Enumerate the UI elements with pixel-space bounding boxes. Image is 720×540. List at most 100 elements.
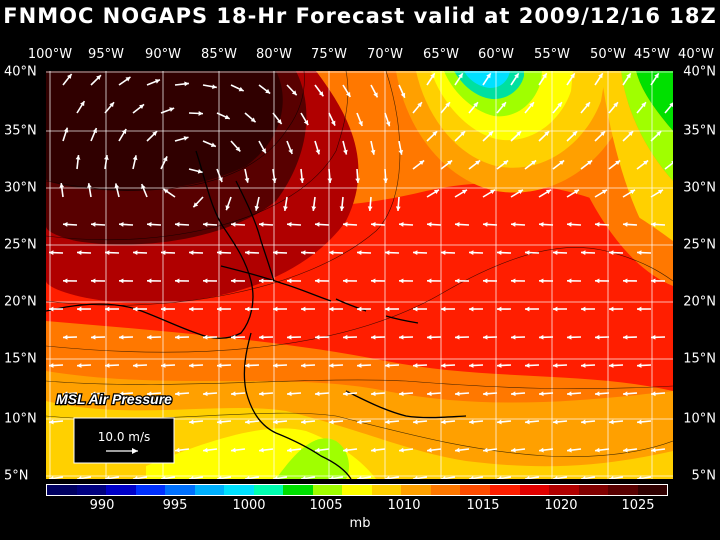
wind-arrow-head <box>581 306 586 312</box>
wind-arrow-head <box>287 278 292 284</box>
wind-arrow-head <box>585 102 590 108</box>
wind-arrow-head <box>581 250 586 256</box>
wind-arrow-head <box>301 250 306 256</box>
wind-arrow-head <box>413 363 418 368</box>
wind-arrow-head <box>273 306 278 312</box>
wind-arrow-head <box>413 475 418 479</box>
wind-arrow-head <box>283 206 288 211</box>
pressure-map: MSL Air Pressure 10.0 m/s <box>46 71 673 479</box>
reference-arrow-icon <box>106 448 138 454</box>
wind-arrow-head <box>455 391 460 397</box>
wind-arrow-head <box>91 222 96 227</box>
wind-arrow-head <box>447 160 453 166</box>
wind-arrow-head <box>475 160 481 166</box>
wind-arrow-head <box>483 447 488 453</box>
wind-arrow-head <box>114 183 120 189</box>
wind-arrow-head <box>271 178 277 183</box>
wind-arrow-head <box>147 222 152 227</box>
wind-arrow-head <box>641 102 646 108</box>
wind-arrow-head <box>669 102 673 108</box>
wind-arrow-head <box>77 475 82 479</box>
wind-arrow-head <box>609 419 614 425</box>
lat-label: 10°N <box>683 411 716 427</box>
wind-arrow-head <box>643 160 649 166</box>
wind-arrow-head <box>245 363 250 368</box>
reference-vector-label: 10.0 m/s <box>98 430 151 444</box>
wind-arrow-head <box>329 419 334 425</box>
colorbar-swatch <box>165 485 195 495</box>
wind-arrow-head <box>133 363 138 368</box>
wind-arrow-head <box>59 183 65 188</box>
lon-label: 100°W <box>27 47 73 62</box>
wind-arrow-head <box>458 73 463 79</box>
wind-arrow-head <box>175 278 180 284</box>
wind-arrow-head <box>483 391 488 397</box>
wind-arrow-head <box>542 73 547 79</box>
wind-arrow-head <box>343 447 348 453</box>
wind-arrow-head <box>287 391 292 397</box>
lon-label: 70°W <box>367 47 403 62</box>
wind-arrow-head <box>367 206 373 211</box>
wind-arrow-head <box>553 419 558 425</box>
wind-arrow-head <box>461 189 467 195</box>
wind-arrow-head <box>91 278 96 284</box>
wind-arrow-head <box>441 306 446 312</box>
lon-label: 45°W <box>634 47 670 62</box>
wind-arrow-head <box>63 334 68 340</box>
wind-arrow-head <box>217 306 222 312</box>
wind-arrow-head <box>287 222 292 227</box>
colorbar-swatch <box>194 485 225 495</box>
wind-arrow-head <box>511 334 516 340</box>
wind-arrow-head <box>567 334 572 340</box>
wind-arrow-head <box>49 306 54 312</box>
colorbar-swatch <box>135 485 166 495</box>
wind-arrow-head <box>105 475 110 479</box>
wind-arrow-head <box>343 278 348 284</box>
wind-arrow-head <box>217 363 222 368</box>
lat-label: 40°N <box>683 64 716 80</box>
wind-arrow-head <box>301 363 306 368</box>
wind-arrow-head <box>203 447 208 453</box>
wind-arrow-head <box>197 169 203 174</box>
wind-arrow-head <box>497 363 502 368</box>
wind-arrow-head <box>193 202 199 208</box>
wind-arrow-head <box>49 475 54 479</box>
lat-label: 30°N <box>683 180 716 196</box>
wind-arrow-head <box>311 206 317 211</box>
wind-arrow-head <box>553 363 558 368</box>
wind-arrow-head <box>218 177 223 183</box>
pressure-colorbar <box>46 484 668 496</box>
wind-arrow <box>664 161 673 170</box>
wind-arrow-head <box>626 73 631 79</box>
wind-arrow-head <box>430 73 435 79</box>
colorbar-swatch <box>253 485 284 495</box>
wind-arrow-head <box>427 278 432 284</box>
wind-arrow-head <box>175 222 180 227</box>
colorbar-swatch <box>608 485 638 495</box>
lat-label: 35°N <box>4 123 37 139</box>
wind-arrow-head <box>570 73 575 79</box>
wind-arrow-head <box>441 363 446 368</box>
wind-arrow-head <box>427 334 432 340</box>
wind-arrow-head <box>203 222 208 227</box>
wind-arrow-head <box>358 121 363 127</box>
colorbar-swatch <box>637 485 668 495</box>
wind-arrow-head <box>483 334 488 340</box>
wind-arrow-head <box>455 222 460 227</box>
wind-arrow-head <box>573 189 579 195</box>
wind-arrow-head <box>175 391 180 397</box>
wind-arrow-head <box>288 149 293 155</box>
lon-label: 90°W <box>145 47 181 62</box>
colorbar-swatch <box>519 485 550 495</box>
wind-arrow-head <box>395 206 401 211</box>
lat-label: 25°N <box>683 237 716 253</box>
wind-arrow-head <box>553 250 558 256</box>
pressure-band-ne-2 <box>621 71 673 181</box>
wind-arrow-head <box>595 447 600 453</box>
colorbar-swatch <box>460 485 490 495</box>
wind-arrow-head <box>77 250 82 256</box>
wind-arrow-head <box>489 189 495 195</box>
wind-arrow-head <box>315 149 321 155</box>
wind-arrow-head <box>539 222 544 227</box>
wind-arrow-head <box>525 306 530 312</box>
